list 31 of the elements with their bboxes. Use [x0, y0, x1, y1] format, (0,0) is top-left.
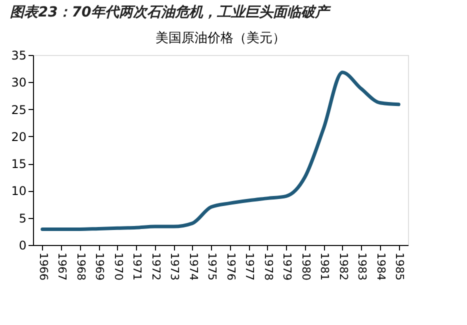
x-tick-label: 1967	[56, 252, 69, 280]
x-tick-label: 1978	[262, 252, 275, 280]
y-tick-label: 25	[11, 102, 26, 117]
x-tick-label: 1983	[356, 252, 369, 280]
x-tick-label: 1982	[336, 252, 350, 280]
x-tick-label: 1985	[393, 252, 406, 280]
y-tick-label: 5	[18, 211, 26, 226]
x-tick-label: 1972	[149, 252, 162, 280]
x-tick-label: 1974	[186, 252, 200, 280]
x-tick-label: 1977	[243, 252, 256, 280]
y-tick-label: 35	[11, 48, 26, 62]
x-tick-label: 1981	[318, 252, 332, 280]
x-tick-label: 1971	[130, 252, 144, 280]
x-tick-label: 1975	[206, 252, 219, 280]
x-tick-label: 1969	[93, 252, 106, 280]
y-tick-label: 30	[11, 76, 26, 90]
x-tick-label: 1980	[299, 252, 312, 280]
x-tick-label: 1968	[74, 252, 88, 280]
x-tick-label: 1973	[168, 252, 182, 280]
y-tick-label: 10	[11, 184, 26, 198]
y-tick-label: 20	[11, 130, 26, 144]
chart-title: 图表23：70年代两次石油危机，工业巨头面临破产	[10, 4, 332, 20]
y-tick-label: 0	[18, 238, 26, 252]
x-tick-label: 1970	[112, 252, 125, 280]
chart-subtitle: 美国原油价格（美元）	[156, 30, 286, 46]
x-tick-label: 1976	[224, 252, 238, 280]
x-tick-label: 1979	[280, 252, 294, 280]
x-tick-label: 1966	[36, 252, 50, 280]
y-tick-label: 15	[11, 157, 26, 172]
x-tick-label: 1984	[374, 252, 388, 280]
line-series	[40, 70, 400, 232]
